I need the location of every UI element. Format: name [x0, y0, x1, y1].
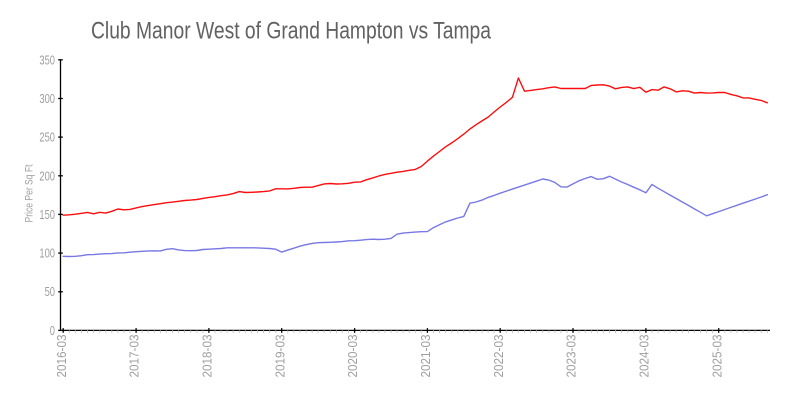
svg-text:0: 0 — [50, 323, 55, 338]
svg-text:2019-03: 2019-03 — [272, 335, 287, 378]
svg-text:2016-03: 2016-03 — [54, 335, 69, 378]
svg-text:350: 350 — [39, 52, 55, 67]
svg-text:2025-03: 2025-03 — [709, 335, 724, 378]
svg-text:2018-03: 2018-03 — [200, 335, 215, 378]
svg-text:2022-03: 2022-03 — [491, 335, 506, 378]
svg-text:Price Per Sq Ft: Price Per Sq Ft — [24, 165, 36, 223]
svg-text:2020-03: 2020-03 — [345, 335, 360, 378]
svg-text:300: 300 — [39, 91, 55, 106]
svg-text:150: 150 — [39, 207, 55, 222]
svg-text:100: 100 — [39, 246, 55, 261]
svg-text:2024-03: 2024-03 — [637, 335, 652, 378]
svg-text:2023-03: 2023-03 — [564, 335, 579, 378]
svg-text:2017-03: 2017-03 — [127, 335, 142, 378]
svg-text:Club Manor West of Grand Hampt: Club Manor West of Grand Hampton vs Tamp… — [91, 17, 491, 44]
svg-text:50: 50 — [45, 284, 55, 299]
svg-text:250: 250 — [39, 130, 55, 145]
svg-text:2021-03: 2021-03 — [418, 335, 433, 378]
svg-text:200: 200 — [39, 168, 55, 183]
